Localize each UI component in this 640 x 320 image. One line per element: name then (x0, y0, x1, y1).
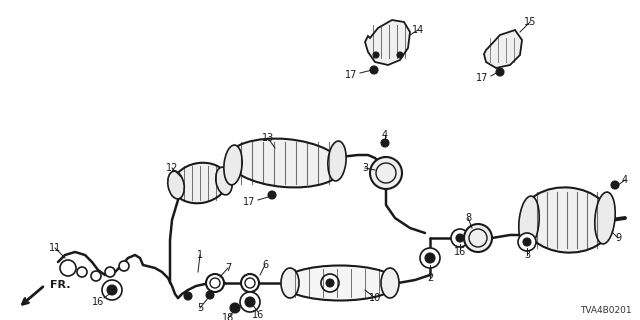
Text: 10: 10 (369, 293, 381, 303)
Ellipse shape (464, 224, 492, 252)
Text: 11: 11 (49, 243, 61, 253)
Circle shape (397, 52, 403, 58)
Circle shape (245, 297, 255, 307)
Circle shape (420, 248, 440, 268)
Circle shape (230, 303, 240, 313)
Ellipse shape (281, 268, 299, 298)
Ellipse shape (282, 266, 397, 300)
Circle shape (611, 181, 619, 189)
Circle shape (206, 291, 214, 299)
Circle shape (102, 280, 122, 300)
Circle shape (321, 274, 339, 292)
Text: 18: 18 (222, 313, 234, 320)
Circle shape (518, 233, 536, 251)
Text: 2: 2 (427, 273, 433, 283)
Circle shape (77, 267, 87, 277)
Text: 12: 12 (166, 163, 178, 173)
Text: 16: 16 (92, 297, 104, 307)
Text: 17: 17 (243, 197, 255, 207)
Ellipse shape (595, 192, 615, 244)
Text: 3: 3 (362, 163, 368, 173)
Text: 14: 14 (412, 25, 424, 35)
Ellipse shape (519, 196, 540, 248)
Ellipse shape (216, 167, 232, 195)
Text: 9: 9 (615, 233, 621, 243)
Circle shape (63, 263, 73, 273)
Text: 4: 4 (382, 130, 388, 140)
Circle shape (91, 271, 101, 281)
Circle shape (523, 238, 531, 246)
Polygon shape (484, 30, 522, 68)
Text: 7: 7 (225, 263, 231, 273)
Circle shape (206, 274, 224, 292)
Circle shape (381, 139, 389, 147)
Ellipse shape (173, 163, 227, 203)
Text: 15: 15 (524, 17, 536, 27)
Ellipse shape (370, 157, 402, 189)
Text: 6: 6 (262, 260, 268, 270)
Text: 3: 3 (524, 250, 530, 260)
Circle shape (373, 52, 379, 58)
Text: 4: 4 (622, 175, 628, 185)
Ellipse shape (328, 141, 346, 181)
Text: FR.: FR. (50, 280, 70, 290)
Circle shape (425, 253, 435, 263)
Circle shape (119, 261, 129, 271)
Text: 16: 16 (454, 247, 466, 257)
Text: 8: 8 (465, 213, 471, 223)
Circle shape (105, 267, 115, 277)
Polygon shape (365, 20, 410, 65)
Ellipse shape (228, 139, 342, 188)
Ellipse shape (381, 268, 399, 298)
Circle shape (240, 292, 260, 312)
Text: 5: 5 (197, 303, 203, 313)
Circle shape (326, 279, 334, 287)
Text: 17: 17 (476, 73, 488, 83)
Circle shape (184, 292, 192, 300)
Circle shape (60, 260, 76, 276)
Circle shape (268, 191, 276, 199)
Circle shape (370, 66, 378, 74)
Ellipse shape (168, 171, 184, 199)
Circle shape (451, 229, 469, 247)
Text: TVA4B0201: TVA4B0201 (580, 306, 632, 315)
Text: 1: 1 (197, 250, 203, 260)
Circle shape (107, 285, 117, 295)
Text: 13: 13 (262, 133, 274, 143)
Circle shape (456, 234, 464, 242)
Circle shape (241, 274, 259, 292)
Ellipse shape (522, 188, 612, 252)
Ellipse shape (224, 145, 242, 185)
Text: 16: 16 (252, 310, 264, 320)
Text: 17: 17 (344, 70, 357, 80)
Circle shape (496, 68, 504, 76)
